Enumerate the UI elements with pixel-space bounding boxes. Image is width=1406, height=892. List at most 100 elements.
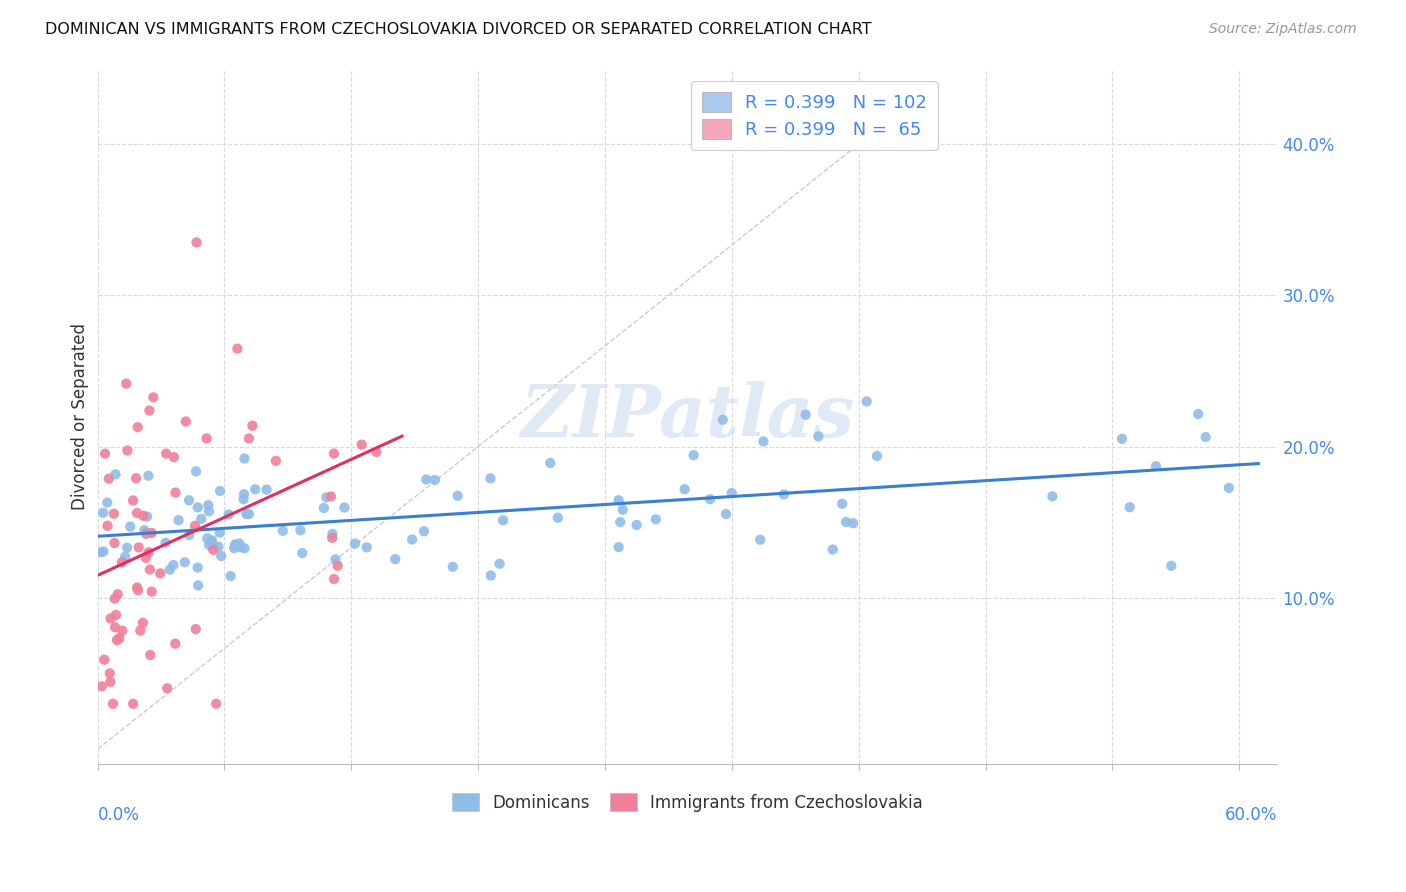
Point <box>323 447 346 461</box>
Point <box>107 587 129 601</box>
Point <box>129 624 152 638</box>
Y-axis label: Divorced or Separated: Divorced or Separated <box>72 323 89 510</box>
Point <box>142 390 165 404</box>
Point <box>423 473 446 487</box>
Point <box>222 541 245 556</box>
Point <box>190 512 212 526</box>
Point <box>184 464 207 478</box>
Point <box>103 536 125 550</box>
Point <box>835 515 858 529</box>
Point <box>538 456 561 470</box>
Point <box>256 483 278 497</box>
Point <box>105 633 128 648</box>
Point <box>233 541 256 556</box>
Point <box>607 493 630 508</box>
Point <box>173 555 195 569</box>
Text: ZIPatlas: ZIPatlas <box>520 381 855 452</box>
Point <box>356 541 378 555</box>
Point <box>117 443 139 458</box>
Point <box>831 497 853 511</box>
Point <box>90 545 112 559</box>
Point <box>179 528 201 542</box>
Point <box>271 524 294 538</box>
Point <box>187 500 209 515</box>
Point <box>312 501 335 516</box>
Point <box>794 408 817 422</box>
Point <box>135 526 157 541</box>
Point <box>749 533 772 547</box>
Point <box>165 637 187 651</box>
Point <box>125 471 148 485</box>
Point <box>229 540 252 554</box>
Point <box>413 524 436 539</box>
Point <box>98 674 121 689</box>
Point <box>1160 558 1182 573</box>
Point <box>139 648 162 662</box>
Point <box>479 568 502 582</box>
Point <box>609 515 631 529</box>
Point <box>1187 407 1209 421</box>
Point <box>90 679 112 693</box>
Point <box>228 536 250 550</box>
Point <box>138 545 160 559</box>
Point <box>441 559 464 574</box>
Point <box>447 489 470 503</box>
Point <box>195 431 218 445</box>
Point <box>238 507 260 521</box>
Point <box>108 631 131 645</box>
Point <box>120 519 142 533</box>
Point <box>626 517 648 532</box>
Point <box>714 507 737 521</box>
Point <box>198 504 221 518</box>
Point <box>139 563 162 577</box>
Point <box>366 445 388 459</box>
Point <box>773 487 796 501</box>
Point <box>226 342 249 356</box>
Point <box>291 546 314 560</box>
Point <box>159 563 181 577</box>
Point <box>132 615 155 630</box>
Text: DOMINICAN VS IMMIGRANTS FROM CZECHOSLOVAKIA DIVORCED OR SEPARATED CORRELATION CH: DOMINICAN VS IMMIGRANTS FROM CZECHOSLOVA… <box>45 22 872 37</box>
Point <box>187 560 209 574</box>
Point <box>100 611 122 625</box>
Point <box>184 622 207 636</box>
Point <box>209 483 232 498</box>
Point <box>93 653 115 667</box>
Point <box>264 454 287 468</box>
Point <box>135 551 157 566</box>
Point <box>104 591 127 606</box>
Point <box>111 555 134 569</box>
Point <box>290 524 312 538</box>
Point <box>167 513 190 527</box>
Point <box>1111 432 1133 446</box>
Point <box>149 566 172 581</box>
Point <box>321 527 343 541</box>
Point <box>138 403 160 417</box>
Point <box>326 558 349 573</box>
Point <box>97 472 120 486</box>
Point <box>720 486 742 500</box>
Point <box>315 491 337 505</box>
Point <box>682 448 704 462</box>
Point <box>1118 500 1140 515</box>
Point <box>104 620 127 634</box>
Point <box>111 624 134 638</box>
Point <box>673 483 696 497</box>
Point <box>128 541 150 555</box>
Point <box>177 493 200 508</box>
Point <box>115 376 138 391</box>
Point <box>163 450 186 464</box>
Point <box>162 558 184 572</box>
Point <box>103 507 125 521</box>
Point <box>238 432 260 446</box>
Point <box>224 537 246 551</box>
Point <box>343 536 366 550</box>
Point <box>207 540 229 554</box>
Point <box>866 449 889 463</box>
Text: Source: ZipAtlas.com: Source: ZipAtlas.com <box>1209 22 1357 37</box>
Point <box>184 518 207 533</box>
Point <box>842 516 865 531</box>
Point <box>155 447 177 461</box>
Point <box>127 583 149 598</box>
Point <box>350 438 373 452</box>
